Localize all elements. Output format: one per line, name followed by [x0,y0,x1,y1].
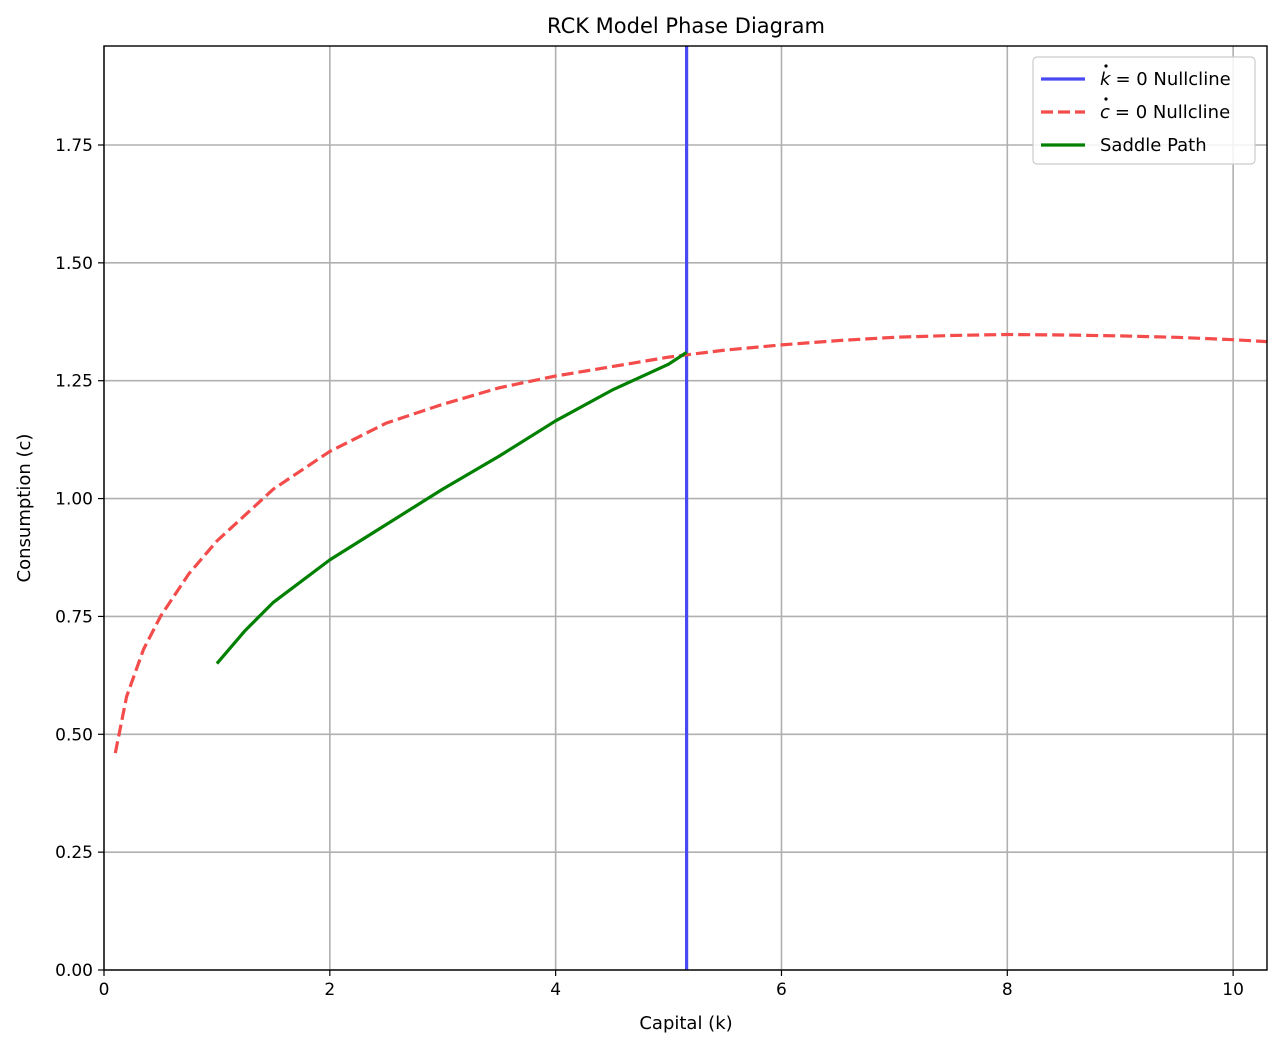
y-tick-label: 1.25 [55,372,93,392]
y-tick-label: 0.50 [55,725,93,745]
legend-dot-accent [1104,97,1108,101]
y-axis-label: Consumption (c) [14,434,35,583]
x-tick-label: 8 [1002,980,1013,1000]
y-tick-label: 0.00 [55,961,93,981]
legend-label-2: c = 0 Nullcline [1100,102,1230,123]
legend-dot-accent [1104,64,1108,68]
y-tick-label: 0.75 [55,607,93,627]
axes: 0 2 4 6 8 10 0.00 0.25 0.50 0.75 1.00 1.25 1.50 1.75 [55,45,1268,1000]
x-tick-label: 0 [99,980,110,1000]
y-tick-label: 0.25 [55,843,93,863]
x-tick-label: 2 [324,980,335,1000]
chart-title: RCK Model Phase Diagram [547,14,825,38]
x-tick-label: 10 [1222,980,1244,1000]
y-tick-label: 1.00 [55,490,93,510]
y-tick-label: 1.75 [55,136,93,156]
series-line-2 [113,332,1267,754]
plot-frame [103,45,1268,971]
legend-box [1032,56,1256,165]
series-line-3 [215,351,688,665]
x-axis-label: Capital (k) [639,1013,732,1034]
legend-label-3: Saddle Path [1100,135,1207,156]
x-tick-label: 4 [550,980,561,1000]
y-tick-label: 1.50 [55,254,93,274]
x-tick-label: 6 [776,980,787,1000]
legend-label-1: k = 0 Nullcline [1100,69,1231,90]
series-layer [113,46,1267,970]
legend: k = 0 Nullcline c = 0 Nullcline Saddle Path [1032,56,1256,165]
